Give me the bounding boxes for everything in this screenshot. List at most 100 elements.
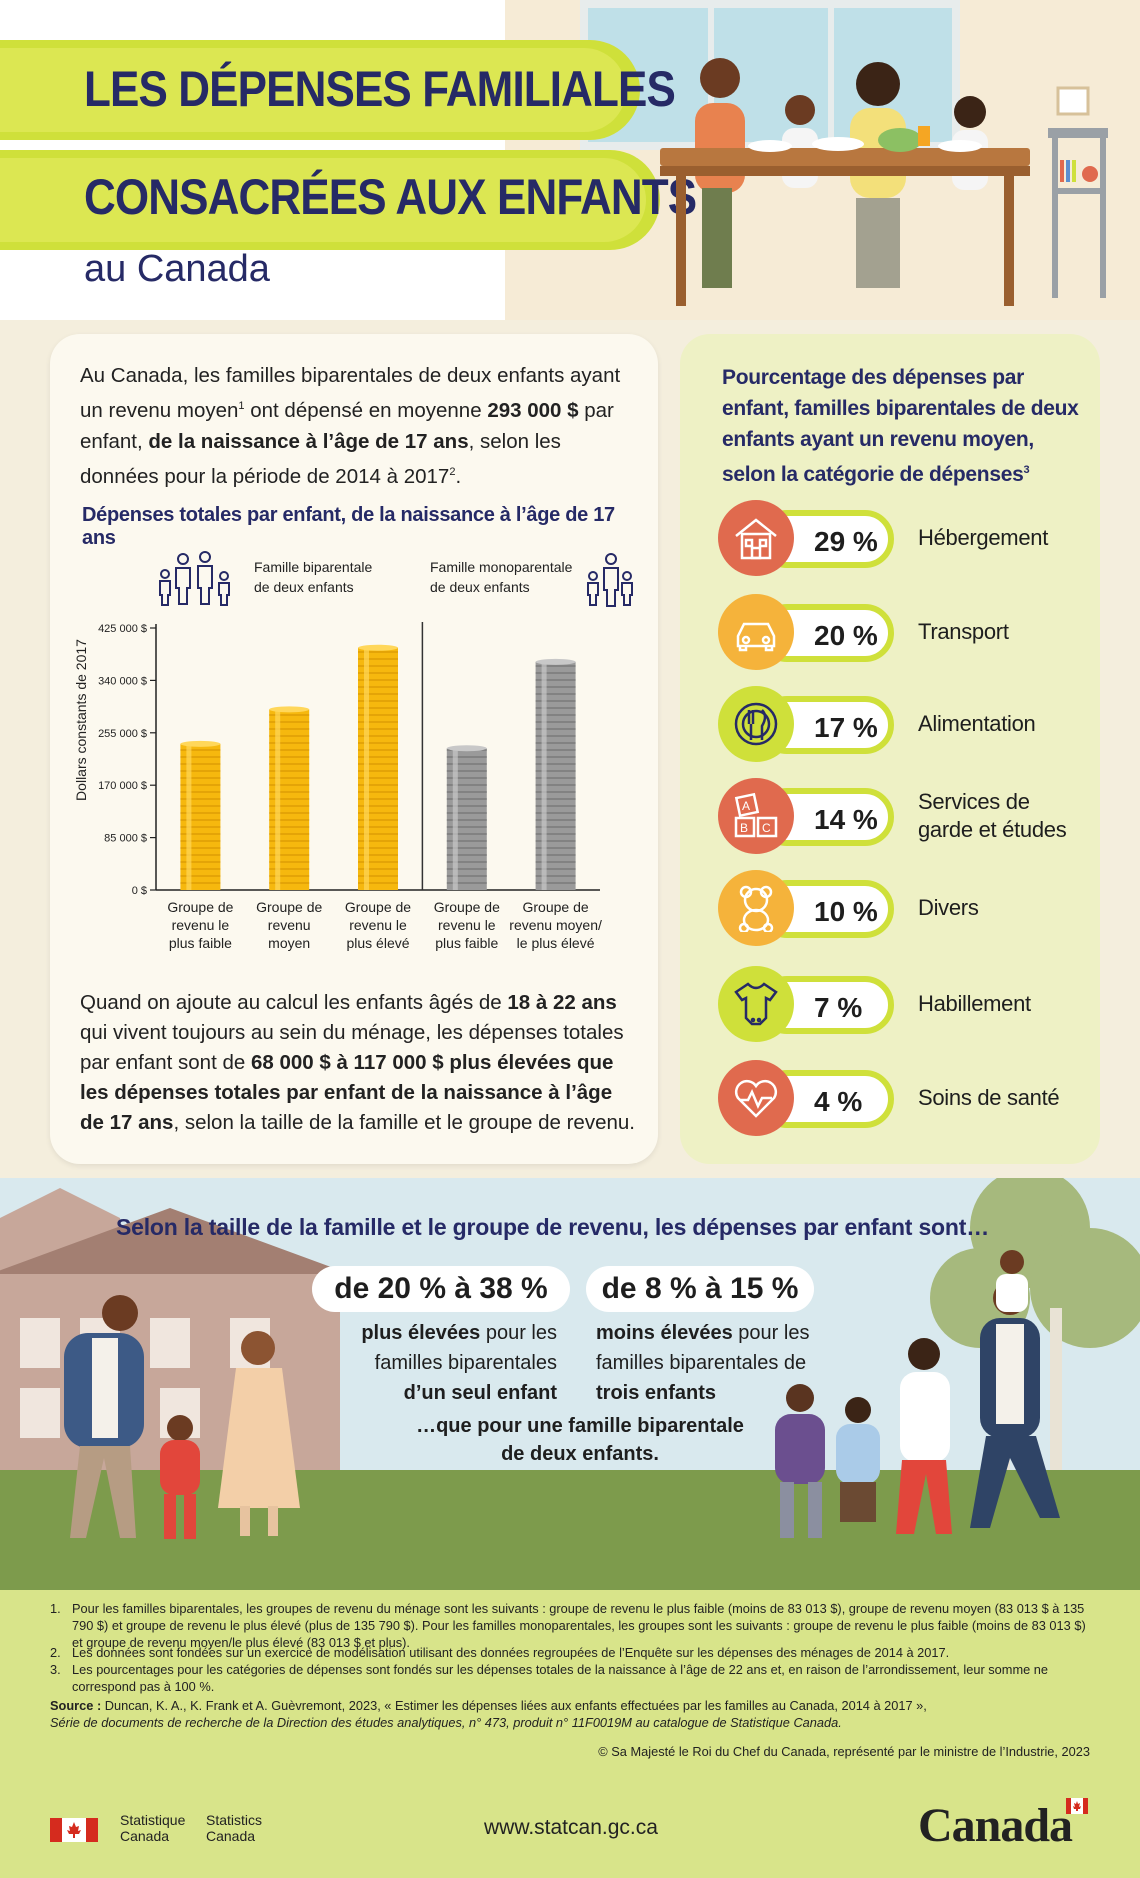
heart-pulse-icon (718, 1060, 794, 1136)
bar (535, 658, 576, 890)
chart-title: Dépenses totales par enfant, de la naiss… (82, 504, 615, 549)
group-label-two-parent-line2: de deux enfants (254, 579, 354, 595)
bar-highlight (275, 709, 281, 890)
website-link[interactable]: www.statcan.gc.ca (484, 1816, 658, 1839)
three-children-comparison: moins élevées pour les familles biparent… (596, 1322, 810, 1404)
footnote-2: 2. Les données sont fondées sur un exerci… (50, 1645, 950, 1660)
intro-paragraph: Au Canada, les familles biparentales de … (80, 364, 621, 488)
bar-cap (446, 745, 487, 752)
comparison-title: Selon la taille de la famille et le grou… (116, 1214, 989, 1240)
footnote-3: 3. Les pourcentages pour les catégories d… (50, 1662, 1049, 1694)
x-tick-label: Groupe de (434, 899, 500, 915)
canada-flag-icon (50, 1818, 98, 1842)
three-children-range-bubble: de 8 % à 15 % (586, 1266, 814, 1312)
family-dinner-illustration (660, 58, 1108, 306)
bar-cap (358, 644, 398, 651)
x-tick-label: revenu le (349, 917, 407, 933)
bar-fill (535, 661, 576, 890)
statistique-canada-wordmark: Statistique Canada (120, 1812, 186, 1844)
x-tick-label: revenu le (172, 917, 230, 933)
extended-age-paragraph: Quand on ajoute au calcul les enfants âg… (80, 991, 635, 1134)
bar-cap (269, 706, 310, 713)
category-health-care: 4 % Soins de santé (718, 1060, 1098, 1136)
x-tick-label: revenu moyen/ (509, 917, 602, 933)
page-subtitle: au Canada (84, 248, 270, 290)
one-child-comparison: plus élevées pour les familles biparenta… (361, 1322, 557, 1404)
statistics-canada-wordmark: Statistics Canada (206, 1812, 263, 1844)
category-clothing: 7 % Habillement (718, 966, 1098, 1042)
copyright: © Sa Majesté le Roi du Chef du Canada, r… (598, 1744, 1090, 1759)
svg-text:A: A (742, 799, 750, 813)
comparison-closing: …que pour une famille biparentale de deux… (416, 1415, 744, 1465)
category-transport: 20 % Transport (718, 594, 1098, 670)
group-label-lone-parent-line2: de deux enfants (430, 579, 530, 595)
category-label: Services de garde et études (918, 789, 1067, 842)
bar-highlight (541, 661, 547, 890)
canada-wordmark: Canada (918, 1799, 1073, 1852)
svg-text:B: B (740, 821, 748, 835)
header: LES DÉPENSES FAMILIALES CONSACRÉES AUX E… (0, 0, 1140, 320)
category-label: Transport (918, 619, 1009, 644)
category-panel-title: Pourcentage des dépenses par enfant, fam… (722, 366, 1079, 486)
x-tick-label: moyen (268, 935, 310, 951)
page-title-line2: CONSACRÉES AUX ENFANTS (84, 169, 697, 225)
two-parent-family-icon (159, 551, 230, 606)
house-icon (718, 500, 794, 576)
y-tick-label: 0 $ (132, 885, 147, 897)
bar (446, 745, 487, 890)
bar-highlight (364, 647, 369, 890)
category-housing: 29 % Hébergement (718, 500, 1098, 576)
category-miscellaneous: 10 % Divers (718, 870, 1098, 946)
bar-cap (180, 740, 221, 747)
bar-highlight (452, 748, 458, 890)
bar (269, 706, 310, 890)
title-band-1 (0, 40, 640, 140)
x-tick-label: revenu (268, 917, 311, 933)
canada-wordmark-flag-icon (1066, 1798, 1088, 1814)
group-label-two-parent-line1: Famille biparentale (254, 559, 372, 575)
x-tick-label: le plus élevé (517, 935, 595, 951)
y-tick-label: 425 000 $ (98, 623, 147, 635)
x-tick-label: Groupe de (256, 899, 322, 915)
onesie-icon (718, 966, 794, 1042)
family-outdoor-scene (0, 1178, 1140, 1590)
category-food: 17 % Alimentation (718, 686, 1098, 762)
bar (358, 644, 398, 890)
car-icon (718, 594, 794, 670)
category-label: Divers (918, 895, 979, 920)
y-tick-label: 170 000 $ (98, 780, 147, 792)
y-tick-label: 255 000 $ (98, 728, 147, 740)
teddy-bear-icon (718, 870, 794, 946)
lone-parent-family-icon (587, 553, 633, 607)
x-tick-label: Groupe de (523, 899, 589, 915)
footnote-1: 1. Pour les familles biparentales, les gr… (50, 1601, 1086, 1650)
footer (0, 1590, 1140, 1878)
x-tick-label: plus faible (169, 935, 232, 951)
title-band-2 (0, 150, 660, 250)
x-tick-label: revenu le (438, 917, 496, 933)
bar-highlight (186, 743, 192, 890)
plate-icon (718, 686, 794, 762)
bar-fill (180, 743, 221, 890)
category-label: Alimentation (918, 711, 1036, 736)
bar-cap (535, 658, 576, 665)
y-axis-label: Dollars constants de 2017 (73, 639, 89, 801)
x-tick-label: Groupe de (167, 899, 233, 915)
x-tick-label: plus élevé (346, 935, 409, 951)
bar (180, 740, 221, 890)
category-label: Soins de santé (918, 1085, 1060, 1110)
source-note: Source : Duncan, K. A., K. Frank et A. G… (50, 1698, 927, 1730)
one-child-range-bubble: de 20 % à 38 % (312, 1266, 570, 1312)
category-label: Habillement (918, 991, 1031, 1016)
x-tick-label: Groupe de (345, 899, 411, 915)
svg-text:C: C (762, 821, 771, 835)
group-label-lone-parent-line1: Famille monoparentale (430, 559, 573, 575)
expenditure-bar-chart: Famille biparentale de deux enfants Fami… (73, 551, 633, 951)
y-tick-label: 340 000 $ (98, 675, 147, 687)
y-tick-label: 85 000 $ (104, 833, 147, 845)
outdoor-illustration (0, 1178, 1140, 1590)
page-title-line1: LES DÉPENSES FAMILIALES (84, 61, 676, 117)
x-tick-label: plus faible (435, 935, 498, 951)
